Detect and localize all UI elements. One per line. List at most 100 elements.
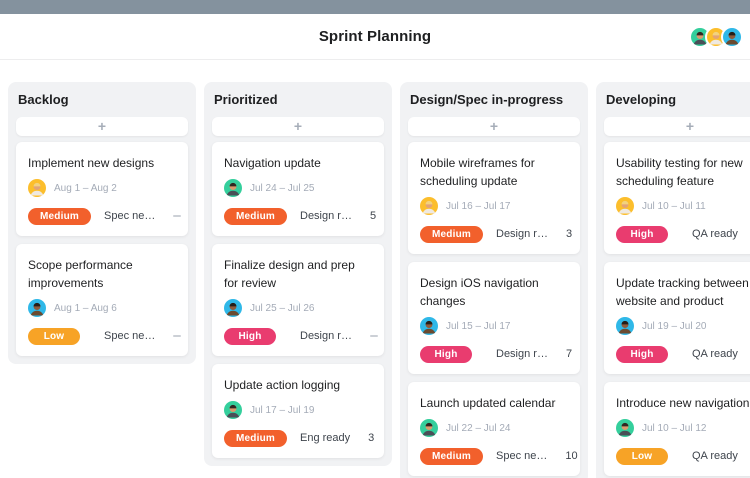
task-card[interactable]: Mobile wireframes for scheduling update … [408,142,580,254]
task-title: Launch updated calendar [420,396,556,410]
task-fields: High QA ready 6 [616,344,750,363]
page-title: Sprint Planning [318,28,432,45]
task-meta: Aug 1 – Aug 2 [28,179,176,197]
column-title[interactable]: Prioritized [214,92,278,107]
task-title: Introduce new navigation [616,396,750,410]
status-label: Design r… [300,329,352,342]
assignee-avatar [420,197,438,215]
task-card[interactable]: Scope performance improvements Aug 1 – A… [16,244,188,356]
task-meta: Jul 17 – Jul 19 [224,401,372,419]
empty-count-dash [173,214,182,217]
task-card[interactable]: Design iOS navigation changes Jul 15 – J… [408,262,580,374]
task-meta: Jul 25 – Jul 26 [224,299,372,317]
task-fields: Medium Eng ready 3 [224,428,375,447]
priority-field: Low [616,446,692,465]
subtask-count [173,214,182,217]
priority-field: High [616,224,692,243]
add-card-button[interactable]: + [16,117,188,136]
priority-badge: Low [616,448,668,465]
status-label: Eng ready [300,431,351,444]
subtask-count: 5 [369,209,377,222]
assignee-avatar [28,299,46,317]
priority-field: High [224,326,300,345]
date-range: Aug 1 – Aug 2 [54,182,117,194]
priority-badge: High [420,346,472,363]
priority-field: High [420,344,496,363]
assignee-avatar [28,179,46,197]
assignee-avatar [224,401,242,419]
plus-icon: + [685,118,695,134]
task-meta: Jul 24 – Jul 25 [224,179,372,197]
column-title[interactable]: Design/Spec in-progress [410,92,564,107]
task-card[interactable]: Launch updated calendar Jul 22 – Jul 24 … [408,382,580,476]
task-meta: Jul 10 – Jul 11 [616,197,750,215]
add-card-button[interactable]: + [604,117,750,136]
subtask-count: 3 [368,431,375,444]
date-range: Jul 22 – Jul 24 [446,422,511,434]
assignee-avatar [616,419,634,437]
add-card-button[interactable]: + [408,117,580,136]
assignee-avatar [420,419,438,437]
status-label: Design r… [496,227,548,240]
column-title[interactable]: Backlog [18,92,69,107]
column-title[interactable]: Developing [606,92,677,107]
priority-field: Medium [224,206,300,225]
task-title: Finalize design and prep for review [224,258,355,290]
priority-badge: Low [28,328,80,345]
task-meta: Jul 22 – Jul 24 [420,419,568,437]
date-range: Jul 25 – Jul 26 [250,302,315,314]
date-range: Jul 10 – Jul 12 [642,422,707,434]
board-column-developing: Developing + Usability testing for new s… [596,82,750,478]
date-range: Jul 10 – Jul 11 [642,200,706,212]
task-meta: Jul 10 – Jul 12 [616,419,750,437]
task-fields: High Design r… 7 [420,344,572,363]
task-fields: Medium Spec ne… 10 [420,446,578,465]
priority-badge: High [616,346,668,363]
status-label: QA ready [692,449,738,462]
board-column-backlog: Backlog + Implement new designs Aug 1 – … [8,82,196,364]
task-title: Navigation update [224,156,321,170]
task-card[interactable]: Finalize design and prep for review Jul … [212,244,384,356]
task-card[interactable]: Update action logging Jul 17 – Jul 19 Me… [212,364,384,458]
column-cards: Usability testing for new scheduling fea… [604,142,750,478]
window-chrome-strip [0,0,750,14]
task-fields: High QA ready 3 [616,224,750,243]
date-range: Jul 16 – Jul 17 [446,200,511,212]
status-label: QA ready [692,227,738,240]
status-label: Design r… [300,209,352,222]
task-card[interactable]: Update tracking between website and prod… [604,262,750,374]
kanban-board: Backlog + Implement new designs Aug 1 – … [0,60,750,478]
assignee-avatar [420,317,438,335]
priority-badge: High [224,328,276,345]
subtask-count: 10 [565,449,578,462]
priority-field: High [616,344,692,363]
priority-badge: Medium [224,208,287,225]
priority-field: Medium [420,224,496,243]
assignee-avatar [616,197,634,215]
task-meta: Aug 1 – Aug 6 [28,299,176,317]
task-title: Update action logging [224,378,341,392]
priority-badge: Medium [28,208,91,225]
add-card-button[interactable]: + [212,117,384,136]
priority-badge: High [616,226,668,243]
task-card[interactable]: Introduce new navigation Jul 10 – Jul 12… [604,382,750,476]
status-label: Spec ne… [104,329,156,342]
priority-badge: Medium [224,430,287,447]
teammate-3-avatar[interactable] [721,25,743,48]
assignee-avatar [616,317,634,335]
status-label: Design r… [496,347,548,360]
task-meta: Jul 19 – Jul 20 [616,317,750,335]
date-range: Jul 24 – Jul 25 [250,182,315,194]
task-card[interactable]: Usability testing for new scheduling fea… [604,142,750,254]
task-fields: High Design r… [224,326,378,345]
task-card[interactable]: Navigation update Jul 24 – Jul 25 Medium… [212,142,384,236]
assignee-avatar [224,179,242,197]
subtask-count: 7 [565,347,573,360]
task-card[interactable]: Implement new designs Aug 1 – Aug 2 Medi… [16,142,188,236]
board-column-prioritized: Prioritized + Navigation update Jul 24 –… [204,82,392,466]
subtask-count [173,334,182,337]
task-meta: Jul 16 – Jul 17 [420,197,568,215]
priority-badge: Medium [420,448,483,465]
plus-icon: + [489,118,499,134]
